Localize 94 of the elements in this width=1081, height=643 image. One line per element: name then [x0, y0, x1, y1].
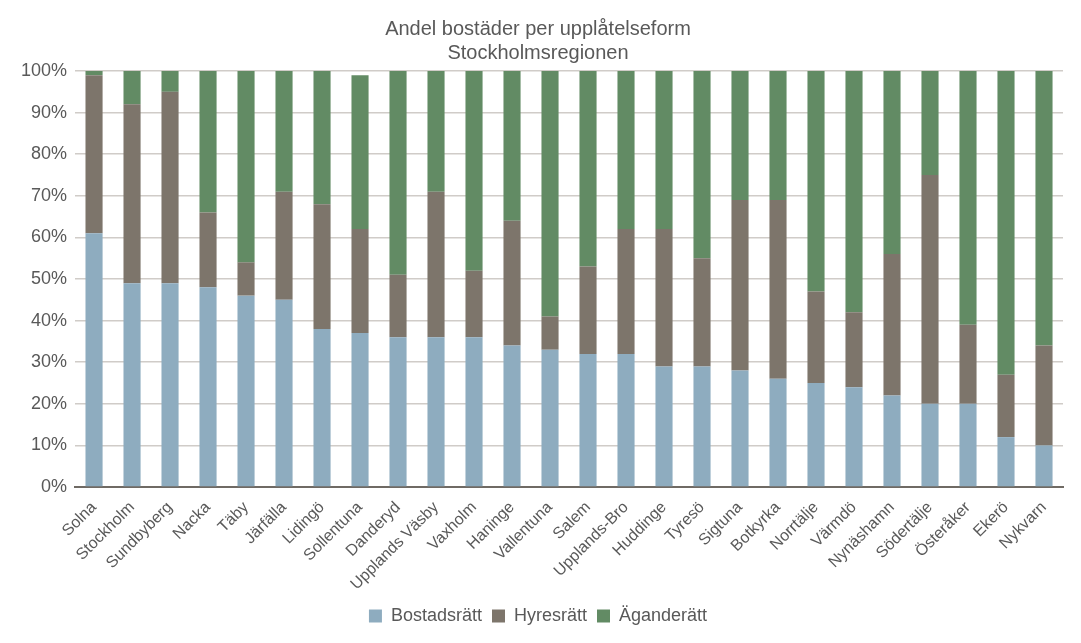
- bar: [123, 71, 141, 105]
- bar: [389, 274, 407, 338]
- bar: [959, 71, 977, 325]
- bar: [503, 345, 521, 487]
- bar: [883, 71, 901, 255]
- bar: [579, 353, 597, 487]
- bar: [313, 71, 331, 205]
- bar: [731, 370, 749, 487]
- y-tick-label: 90%: [31, 101, 68, 122]
- bar: [769, 71, 787, 200]
- bar: [541, 316, 559, 350]
- bar: [85, 75, 103, 234]
- chart-title: Andel bostäder per upplåtelseform: [385, 16, 691, 39]
- y-tick-label: 10%: [31, 434, 68, 455]
- bar: [313, 328, 331, 487]
- bar: [693, 366, 711, 487]
- bar: [237, 262, 255, 296]
- bar: [921, 403, 939, 487]
- bar: [313, 204, 331, 329]
- bar: [275, 191, 293, 300]
- bar: [389, 71, 407, 275]
- bar: [617, 71, 635, 230]
- bar: [465, 71, 483, 271]
- bar: [959, 403, 977, 487]
- y-tick-label: 60%: [31, 226, 68, 247]
- legend-label: Hyresrätt: [513, 604, 587, 625]
- bar: [845, 312, 863, 388]
- bar: [85, 233, 103, 487]
- bar: [427, 71, 445, 192]
- bar: [541, 349, 559, 487]
- y-tick-label: 80%: [31, 143, 68, 164]
- bar: [731, 71, 749, 200]
- bar: [883, 254, 901, 396]
- y-tick-label: 20%: [31, 392, 68, 413]
- bar: [541, 71, 559, 317]
- y-tick-label: 0%: [41, 476, 68, 496]
- bar: [465, 337, 483, 487]
- bar: [199, 71, 217, 213]
- bar: [237, 295, 255, 487]
- bar: [1035, 71, 1053, 346]
- bar: [655, 366, 673, 487]
- bar: [617, 229, 635, 354]
- bar: [199, 212, 217, 288]
- bar: [161, 71, 179, 92]
- bar: [275, 299, 293, 487]
- bar: [237, 71, 255, 263]
- bar: [579, 266, 597, 354]
- bar: [351, 229, 369, 334]
- bar: [617, 353, 635, 487]
- bar: [655, 71, 673, 230]
- y-tick-label: 70%: [31, 184, 68, 205]
- bar: [579, 71, 597, 267]
- bar: [123, 283, 141, 487]
- bar: [427, 337, 445, 487]
- bar: [389, 337, 407, 487]
- bar: [1035, 345, 1053, 446]
- bar: [1035, 445, 1053, 487]
- bar: [693, 71, 711, 259]
- y-tick-label: 40%: [31, 309, 68, 330]
- bar: [161, 91, 179, 284]
- bar: [997, 437, 1015, 487]
- chart-subtitle: Stockholmsregionen: [447, 40, 629, 63]
- bar: [123, 104, 141, 284]
- bar: [693, 258, 711, 367]
- bar: [807, 383, 825, 487]
- bar: [275, 71, 293, 192]
- bar: [845, 71, 863, 313]
- bar: [427, 191, 445, 338]
- bar: [351, 75, 369, 230]
- bar: [997, 374, 1015, 438]
- bar: [883, 395, 901, 487]
- bar: [807, 71, 825, 292]
- bar: [921, 71, 939, 176]
- y-tick-label: 50%: [31, 267, 68, 288]
- bar: [731, 199, 749, 371]
- bar: [351, 333, 369, 487]
- bar: [959, 324, 977, 404]
- bar: [655, 229, 673, 367]
- bar: [465, 270, 483, 338]
- bar: [503, 220, 521, 346]
- y-tick-label: 30%: [31, 351, 68, 372]
- legend-label: Äganderätt: [619, 604, 708, 625]
- y-tick-label: 100%: [20, 59, 68, 80]
- bar: [921, 175, 939, 404]
- bar: [199, 287, 217, 487]
- bar: [807, 291, 825, 384]
- bar: [997, 71, 1015, 375]
- bar: [769, 199, 787, 379]
- bar: [503, 71, 521, 221]
- bar: [845, 387, 863, 487]
- bar: [769, 378, 787, 487]
- bar: [161, 283, 179, 487]
- bar: [85, 71, 103, 76]
- legend-label: Bostadsrätt: [390, 604, 482, 625]
